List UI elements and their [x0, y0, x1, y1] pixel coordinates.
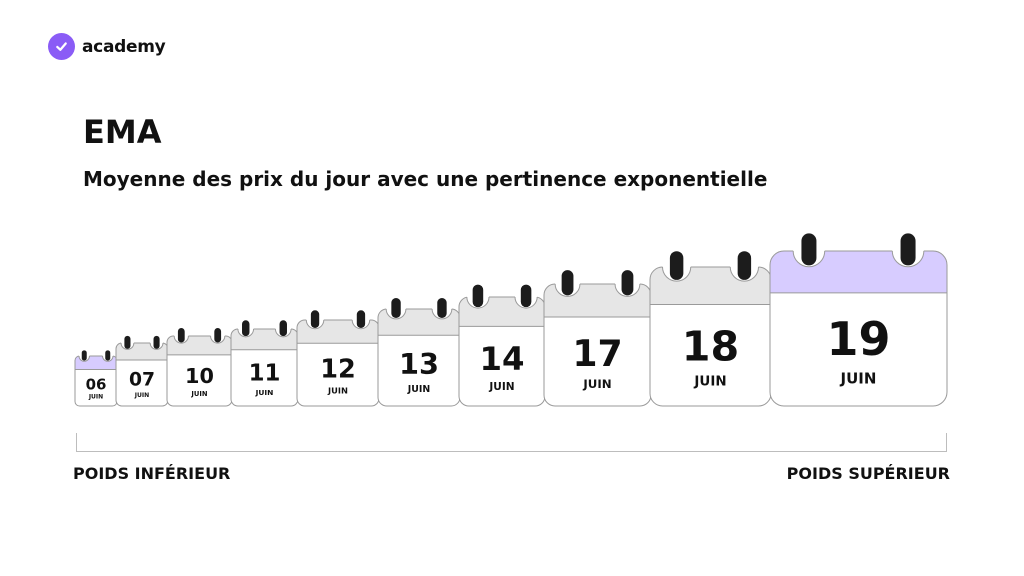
- calendar-month: JUIN: [134, 392, 150, 399]
- calendar-day: 13: [399, 347, 439, 381]
- binder-ring-icon: [669, 251, 684, 280]
- binder-ring-icon: [520, 284, 532, 308]
- calendar-month: JUIN: [693, 375, 726, 390]
- calendar-13: 13 JUIN: [377, 297, 461, 407]
- binder-ring-icon: [310, 310, 320, 328]
- binder-ring-icon: [737, 251, 752, 280]
- calendar-14: 14 JUIN: [458, 284, 546, 407]
- calendar-07: 07 JUIN: [115, 335, 169, 407]
- calendar-day: 07: [129, 369, 155, 390]
- scale-label-lower-weight: POIDS INFÉRIEUR: [73, 464, 231, 483]
- check-icon: [48, 33, 75, 60]
- calendar-month: JUIN: [327, 385, 348, 395]
- binder-ring-icon: [279, 320, 287, 337]
- binder-ring-icon: [437, 297, 447, 319]
- calendar-month: JUIN: [407, 384, 430, 395]
- calendar-18: 18 JUIN: [649, 251, 772, 407]
- binder-ring-icon: [105, 350, 111, 361]
- calendar-day: 12: [320, 355, 356, 385]
- calendar-day: 10: [185, 364, 214, 388]
- calendar-month: JUIN: [488, 381, 514, 393]
- calendar-month: JUIN: [190, 390, 208, 398]
- page-title: EMA: [83, 113, 162, 151]
- calendar-month: JUIN: [255, 388, 274, 397]
- page-subtitle: Moyenne des prix du jour avec une pertin…: [83, 167, 768, 191]
- calendar-10: 10 JUIN: [166, 328, 233, 407]
- binder-ring-icon: [561, 270, 574, 296]
- calendar-month: JUIN: [582, 377, 611, 391]
- calendar-day: 11: [249, 361, 281, 387]
- calendar-17: 17 JUIN: [543, 270, 652, 407]
- binder-ring-icon: [472, 284, 484, 308]
- binder-ring-icon: [177, 328, 185, 343]
- academy-logo: academy: [48, 33, 166, 60]
- binder-ring-icon: [900, 233, 916, 266]
- binder-ring-icon: [214, 328, 222, 343]
- binder-ring-icon: [242, 320, 250, 337]
- binder-ring-icon: [801, 233, 817, 266]
- scale-tick-right: [946, 433, 947, 452]
- brand-name: academy: [82, 36, 166, 57]
- binder-ring-icon: [621, 270, 634, 296]
- binder-ring-icon: [391, 297, 401, 319]
- weight-scale-line: [76, 451, 947, 452]
- calendar-month: JUIN: [840, 369, 877, 387]
- calendar-day: 19: [826, 312, 890, 366]
- binder-ring-icon: [356, 310, 366, 328]
- binder-ring-icon: [153, 335, 160, 349]
- calendar-day: 14: [480, 340, 525, 378]
- scale-label-higher-weight: POIDS SUPÉRIEUR: [786, 464, 950, 483]
- calendar-day: 17: [572, 332, 622, 375]
- calendar-day: 06: [86, 376, 107, 394]
- binder-ring-icon: [124, 335, 131, 349]
- calendar-19: 19 JUIN: [769, 233, 948, 407]
- scale-tick-left: [76, 433, 77, 452]
- calendar-day: 18: [682, 322, 739, 370]
- binder-ring-icon: [81, 350, 87, 361]
- calendar-month: JUIN: [88, 394, 103, 401]
